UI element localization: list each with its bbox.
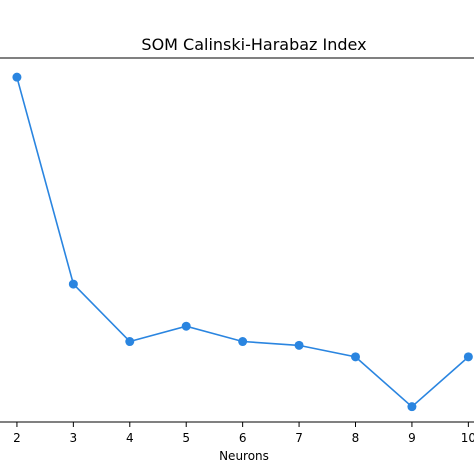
plot-area: 2 3 4 5 6 7 8 9 10	[0, 57, 474, 445]
data-point	[68, 279, 78, 289]
data-point	[181, 321, 191, 331]
x-tick-label: 6	[239, 431, 247, 445]
data-point	[12, 72, 22, 82]
series-line	[16, 76, 469, 408]
data-point	[407, 402, 417, 412]
data-point	[238, 337, 248, 347]
x-tick-label: 3	[70, 431, 78, 445]
x-tick-label: 4	[126, 431, 134, 445]
x-tick-label: 10	[461, 431, 474, 445]
data-point	[125, 337, 135, 347]
x-tick-label: 5	[182, 431, 190, 445]
data-point	[463, 352, 473, 362]
x-tick-label: 7	[295, 431, 303, 445]
chart-title: SOM Calinski-Harabaz Index	[141, 35, 366, 54]
data-point	[351, 352, 360, 362]
x-tick-label: 9	[408, 431, 416, 445]
x-axis-label: Neurons	[219, 449, 269, 463]
x-tick-label: 8	[352, 431, 360, 445]
x-tick-label: 2	[13, 431, 21, 445]
data-point	[294, 340, 304, 350]
